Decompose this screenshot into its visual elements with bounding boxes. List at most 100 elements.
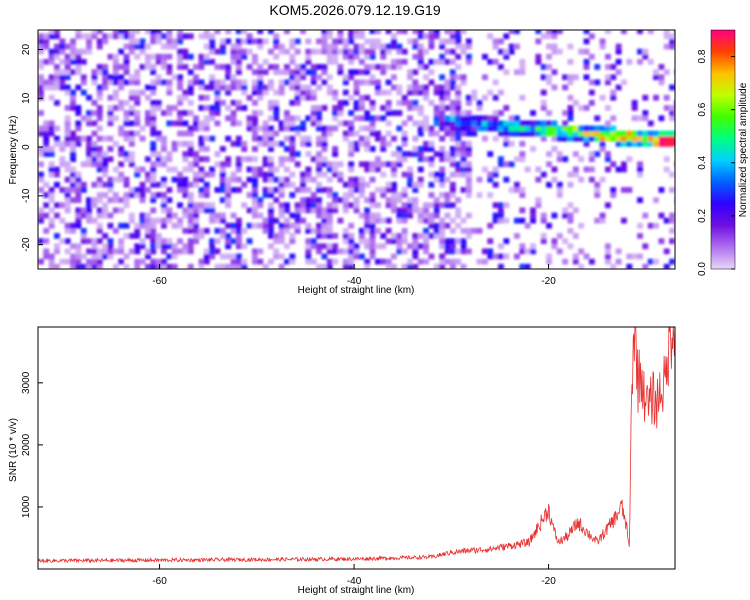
- heatmap-cell: [588, 176, 595, 183]
- heatmap-cell: [348, 202, 355, 209]
- heatmap-cell: [305, 197, 312, 203]
- heatmap-cell: [444, 89, 451, 96]
- heatmap-cell: [289, 120, 296, 127]
- heatmap-cell: [358, 115, 365, 122]
- heatmap-cell: [300, 64, 306, 70]
- heatmap-cell: [145, 64, 151, 70]
- heatmap-cell: [482, 166, 488, 173]
- heatmap-cell: [139, 48, 146, 55]
- heatmap-cell: [177, 38, 183, 45]
- heatmap-cell: [642, 110, 649, 116]
- heatmap-cell: [252, 115, 258, 122]
- heatmap-cell: [535, 120, 542, 127]
- heatmap-cell: [112, 74, 119, 81]
- heatmap-cell: [262, 59, 269, 65]
- heatmap-cell: [70, 176, 76, 183]
- heatmap-cell: [396, 243, 403, 250]
- heatmap-cell: [358, 141, 365, 147]
- heatmap-cell: [80, 253, 87, 260]
- heatmap-cell: [460, 43, 467, 50]
- heatmap-cell: [235, 100, 242, 106]
- heatmap-cell: [177, 53, 183, 60]
- heatmap-cell: [59, 38, 66, 45]
- heatmap-cell: [230, 187, 237, 193]
- heatmap-cell: [342, 79, 349, 86]
- heatmap-cell: [605, 156, 611, 162]
- heatmap-cell: [326, 233, 333, 239]
- heatmap-cell: [161, 156, 167, 162]
- heatmap-cell: [278, 43, 285, 50]
- heatmap-cell: [241, 243, 248, 250]
- heatmap-cell: [112, 263, 119, 269]
- heatmap-cell: [145, 217, 151, 224]
- heatmap-cell: [166, 217, 173, 224]
- heatmap-cell: [567, 212, 574, 219]
- heatmap-cell: [342, 89, 349, 96]
- heatmap-cell: [278, 222, 285, 229]
- heatmap-cell: [182, 94, 189, 101]
- heatmap-cell: [358, 94, 365, 101]
- heatmap-cell: [107, 197, 114, 203]
- heatmap-cell: [583, 64, 590, 70]
- heatmap-cell: [86, 212, 92, 219]
- heatmap-cell: [310, 64, 317, 70]
- heatmap-cell: [423, 217, 429, 224]
- heatmap-cell: [289, 156, 296, 162]
- heatmap-cell: [401, 212, 408, 219]
- heatmap-cell: [102, 84, 109, 91]
- heatmap-cell: [556, 151, 563, 157]
- heatmap-cell: [637, 115, 643, 122]
- heatmap-cell: [583, 105, 590, 111]
- heatmap-cell: [139, 258, 146, 265]
- heatmap-cell: [209, 253, 216, 260]
- heatmap-cell: [444, 79, 451, 86]
- heatmap-cell: [38, 79, 44, 86]
- heatmap-cell: [198, 59, 205, 65]
- heatmap-cell: [428, 130, 435, 137]
- heatmap-cell: [514, 130, 520, 137]
- heatmap-cell: [252, 120, 258, 127]
- heatmap-cell: [669, 187, 675, 193]
- heatmap-cell: [59, 156, 66, 162]
- heatmap-cell: [503, 33, 510, 40]
- heatmap-cell: [605, 253, 611, 260]
- heatmap-cell: [348, 33, 355, 40]
- heatmap-cell: [455, 207, 462, 214]
- heatmap-cell: [508, 48, 515, 55]
- heatmap-cell: [70, 141, 76, 147]
- heatmap-cell: [460, 125, 467, 132]
- heatmap-cell: [203, 146, 210, 152]
- heatmap-cell: [326, 48, 333, 55]
- heatmap-cell: [465, 166, 472, 173]
- heatmap-cell: [96, 238, 103, 244]
- heatmap-cell: [653, 130, 659, 137]
- heatmap-cell: [112, 115, 119, 122]
- heatmap-cell: [128, 30, 135, 34]
- heatmap-cell: [358, 30, 365, 34]
- heatmap-cell: [567, 125, 574, 132]
- heatmap-cell: [145, 84, 151, 91]
- heatmap-cell: [294, 48, 301, 55]
- heatmap-cell: [321, 48, 328, 55]
- heatmap-cell: [96, 253, 103, 260]
- heatmap-cell: [417, 33, 424, 40]
- heatmap-cell: [102, 202, 109, 209]
- heatmap-cell: [145, 53, 151, 60]
- heatmap-cell: [193, 79, 199, 86]
- heatmap-cell: [225, 30, 232, 34]
- heatmap-cell: [412, 233, 419, 239]
- heatmap-cell: [289, 212, 296, 219]
- heatmap-cell: [615, 135, 622, 142]
- heatmap-cell: [396, 233, 403, 239]
- heatmap-cell: [658, 212, 665, 219]
- heatmap-cell: [396, 192, 403, 198]
- heatmap-cell: [59, 48, 66, 55]
- heatmap-cell: [102, 135, 109, 142]
- heatmap-cell: [182, 89, 189, 96]
- heatmap-cell: [465, 120, 472, 127]
- heatmap-cell: [43, 120, 50, 127]
- heatmap-cell: [150, 217, 157, 224]
- heatmap-cell: [128, 212, 135, 219]
- heatmap-cell: [257, 258, 264, 265]
- heatmap-cell: [439, 253, 446, 260]
